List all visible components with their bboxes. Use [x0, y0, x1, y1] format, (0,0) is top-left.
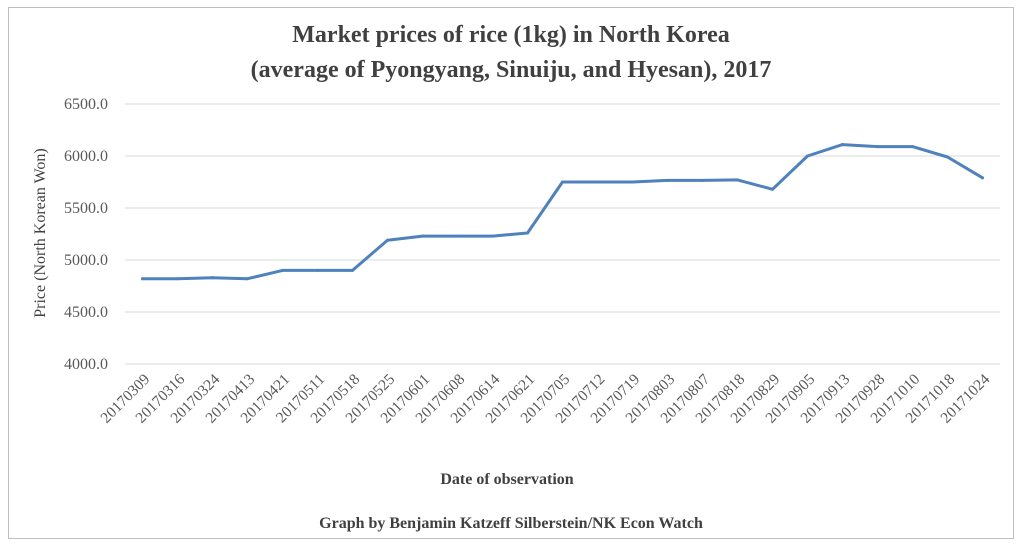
y-axis-ticks: 4000.0 4500.0 5000.0 5500.0 6000.0 6500.0	[64, 96, 108, 373]
data-point	[281, 268, 284, 272]
data-point	[316, 268, 319, 272]
x-axis-label: Date of observation	[440, 471, 573, 488]
data-point	[491, 234, 494, 238]
data-point	[246, 277, 249, 281]
data-point	[351, 268, 354, 272]
x-axis-ticks: 2017030920170316201703242017041320170421…	[97, 371, 993, 427]
y-axis-label: Price (North Korean Won)	[32, 148, 49, 317]
data-point	[701, 178, 704, 182]
data-point	[771, 187, 774, 191]
data-point	[666, 178, 669, 182]
data-point	[421, 234, 424, 238]
data-point	[211, 276, 214, 280]
data-point	[596, 180, 599, 184]
data-point	[141, 277, 144, 281]
y-tick-label: 6000.0	[64, 148, 108, 165]
data-point	[946, 155, 949, 159]
y-tick-label: 5500.0	[64, 200, 108, 217]
data-point	[876, 145, 879, 149]
gridlines	[125, 103, 1000, 365]
data-point	[841, 143, 844, 147]
chart-title-line2: (average of Pyongyang, Sinuiju, and Hyes…	[251, 57, 772, 83]
y-tick-label: 4500.0	[64, 304, 108, 321]
y-tick-label: 5000.0	[64, 252, 108, 269]
data-point	[526, 231, 529, 235]
data-point	[631, 180, 634, 184]
data-point	[806, 154, 809, 158]
series-line	[141, 143, 984, 281]
data-point	[386, 238, 389, 242]
data-point	[176, 277, 179, 281]
chart-credit: Graph by Benjamin Katzeff Silberstein/NK…	[319, 515, 703, 532]
y-tick-label: 4000.0	[64, 356, 108, 373]
data-point	[736, 178, 739, 182]
series-rice-price	[141, 143, 984, 281]
chart-frame	[8, 7, 1014, 539]
y-tick-label: 6500.0	[64, 96, 108, 113]
data-point	[561, 180, 564, 184]
data-point	[981, 176, 984, 180]
data-point	[911, 145, 914, 149]
chart-title-line1: Market prices of rice (1kg) in North Kor…	[292, 22, 729, 48]
data-point	[456, 234, 459, 238]
